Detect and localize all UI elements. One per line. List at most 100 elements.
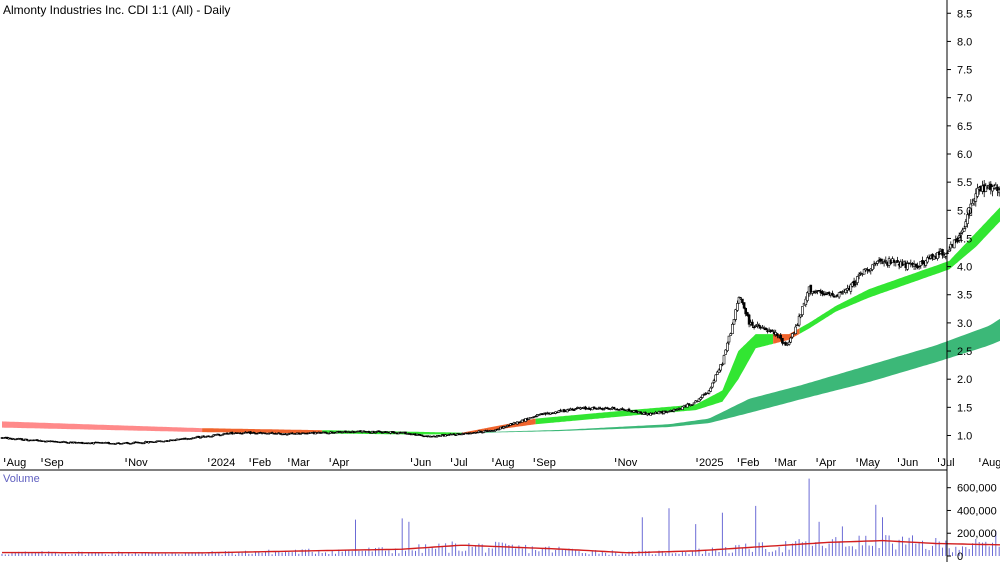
candle-body [735,310,737,320]
price-tick-label: 2.5 [957,346,972,358]
x-tick-label: Sep [536,457,556,469]
candle-body [791,334,793,338]
candle-body [918,266,920,267]
candle-body [733,319,735,324]
candle-body [199,438,201,439]
candle-body [776,334,778,336]
candle-body [613,407,615,409]
candle-body [798,316,800,325]
volume-tick-label: 600,000 [957,483,997,495]
price-tick-label: 1.0 [957,430,972,442]
candle-body [806,293,808,301]
candle-body [143,443,145,444]
candle-body [963,229,965,232]
candle-body [858,274,860,275]
price-tick-label: 6.5 [957,121,972,133]
candle-body [948,250,950,252]
candle-body [953,240,955,248]
candle-body [872,265,874,270]
candle-body [942,249,944,255]
candle-body [877,261,879,263]
candle-body [810,285,812,292]
volume-tick-label: 400,000 [957,505,997,517]
x-tick-label: Aug [982,457,1000,469]
volume-tick-label: 0 [957,551,963,562]
candle-body [168,441,170,442]
candle-body [838,293,840,297]
candle-body [758,325,760,326]
candle-body [498,429,500,430]
price-tick-label: 5.5 [957,177,972,189]
price-tick-label: 7.0 [957,93,972,105]
candle-body [575,409,577,410]
x-tick-label: Feb [252,457,271,469]
x-tick-label: Jul [454,457,468,469]
candle-body [688,404,690,405]
candle-body [718,370,720,373]
candle-body [573,410,575,411]
candle-body [691,404,693,405]
candle-body [603,409,605,410]
candle-body [780,335,782,338]
candle-body [640,412,642,413]
candle-body [715,375,717,381]
candle-body [375,432,377,433]
x-tick-label: Mar [778,457,797,469]
candle-body [883,262,885,263]
candle-body [831,293,833,295]
candle-body [825,294,827,295]
price-tick-label: 2.0 [957,374,972,386]
candle-body [723,356,725,365]
price-tick-label: 7.5 [957,65,972,77]
candle-body [710,388,712,391]
candle-body [700,398,702,400]
candle-body [726,343,728,351]
candle-body [880,259,882,261]
candle-body [368,431,370,432]
candle-body [795,327,797,334]
chart-title: Almonty Industries Inc. CDI 1:1 (All) - … [3,3,230,17]
x-tick-label: 2025 [699,457,723,469]
x-tick-label: Jun [414,457,432,469]
candle-body [740,298,742,299]
candle-body [907,264,909,270]
x-tick-label: Jun [900,457,918,469]
x-tick-label: Aug [7,457,27,469]
price-tick-label: 6.0 [957,149,972,161]
x-tick-label: Mar [291,457,310,469]
candle-body [743,303,745,309]
candle-body [885,261,887,262]
price-tick-label: 8.0 [957,36,972,48]
candle-body [987,188,989,189]
x-tick-label: 2024 [211,457,235,469]
volume-label: Volume [3,473,40,485]
price-tick-label: 8.5 [957,8,972,20]
candle-body [828,292,830,294]
candle-body [736,303,738,310]
candle-body [856,277,858,283]
candle-body [771,331,773,332]
candle-body [453,434,455,435]
x-tick-label: May [859,457,880,469]
x-tick-label: Aug [495,457,515,469]
candle-body [855,284,857,285]
candle-body [841,293,843,294]
x-tick-label: Nov [128,457,148,469]
price-tick-label: 4.0 [957,262,972,274]
price-tick-label: 4.5 [957,233,972,245]
candle-body [693,403,695,404]
candle-body [788,342,790,344]
x-tick-label: Jul [940,457,954,469]
candle-body [711,383,713,387]
candle-body [897,260,899,262]
x-tick-label: Apr [819,457,836,469]
candle-body [751,322,753,325]
candle-body [790,338,792,342]
price-tick-label: 1.5 [957,402,972,414]
candle-body [731,324,733,333]
candle-body [801,307,803,315]
candle-body [720,364,722,370]
